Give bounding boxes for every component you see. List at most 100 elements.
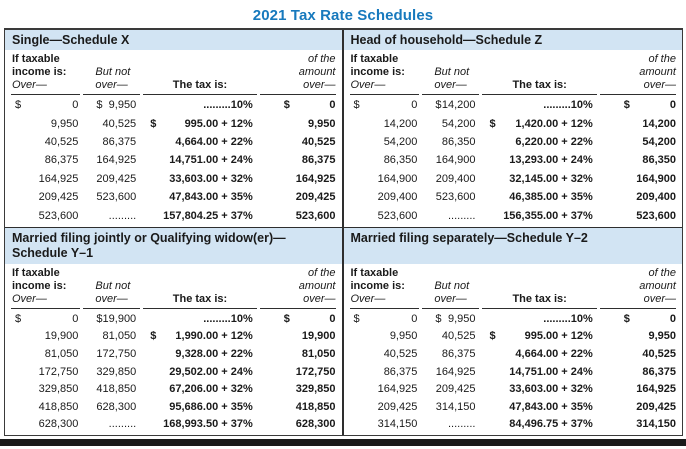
header-tax-is: The tax is: — [143, 267, 257, 309]
schedule-single: Single—Schedule X If taxable income is: Ove… — [5, 30, 344, 228]
cell-over: 209,400 — [350, 191, 420, 203]
cell-value: 81,050 — [102, 330, 137, 343]
cell-amount: 209,400 — [600, 191, 676, 203]
cell-value: 9,950 — [307, 117, 336, 130]
header-label: amount — [639, 66, 676, 78]
header-but-not-over: But not over— — [422, 53, 480, 95]
cell-value: 164,925 — [435, 365, 476, 378]
cell-but-not: 86,375 — [83, 136, 140, 148]
column-headers: If taxable income is: Over— But not over— The… — [349, 53, 677, 95]
cell-value: 209,425 — [38, 191, 79, 204]
cell-tax: 14,751.00 + 24% — [482, 366, 596, 378]
header-label: income is: — [350, 66, 405, 78]
table-row: 40,525 86,375 4,664.00 + 22% 40,525 — [11, 133, 336, 151]
cell-value: 418,850 — [96, 383, 137, 396]
table-row: 164,925 209,425 33,603.00 + 32% 164,925 — [350, 380, 677, 398]
table-row: 209,425 314,150 47,843.00 + 35% 209,425 — [350, 398, 677, 416]
cell-tax: 47,843.00 + 35% — [482, 401, 596, 413]
table-row: 628,300......... 168,993.50 + 37% 628,300 — [11, 415, 336, 433]
cell-value: 86,350 — [383, 154, 418, 167]
cell-tax: 9,328.00 + 22% — [143, 348, 257, 360]
header-of-amount-over: of the amount over— — [259, 267, 336, 309]
dollar-sign: $ — [489, 117, 496, 130]
cell-but-not: 209,400 — [422, 173, 479, 185]
cell-value: 523,600 — [38, 209, 79, 222]
cell-value: 995.00 + 12% — [524, 330, 593, 343]
cell-tax: $995.00 + 12% — [482, 330, 596, 342]
cell-over: 14,200 — [350, 118, 420, 130]
schedule-rows: $0 $19,900 .........10% $0 19,900 81,050 $1,99… — [5, 309, 342, 435]
cell-value: 164,925 — [96, 154, 137, 167]
cell-value: 314,150 — [435, 400, 476, 413]
cell-tax: 84,496.75 + 37% — [482, 418, 596, 430]
cell-tax: $1,420.00 + 12% — [482, 118, 596, 130]
cell-value: 14,200 — [642, 117, 676, 130]
cell-value: 84,496.75 + 37% — [509, 418, 593, 431]
column-headers: If taxable income is: Over— But not over— The… — [11, 53, 336, 95]
header-label: over— — [643, 293, 676, 305]
cell-amount: 40,525 — [260, 136, 336, 148]
header-label: amount — [298, 280, 336, 292]
cell-value: 19,900 — [44, 330, 79, 343]
dollar-sign: $ — [623, 99, 630, 112]
cell-amount: 14,200 — [600, 118, 676, 130]
cell-value: 209,400 — [636, 191, 676, 204]
cell-value: 1,990.00 + 12% — [175, 330, 253, 343]
table-row: 209,425 523,600 47,843.00 + 35% 209,425 — [11, 188, 336, 206]
header-label: over— — [303, 79, 336, 91]
cell-but-not: $14,200 — [422, 99, 479, 111]
cell-value: 172,750 — [96, 347, 137, 360]
header-but-not-over: But not over— — [83, 267, 141, 309]
cell-but-not: ......... — [83, 418, 140, 430]
cell-amount: 329,850 — [260, 383, 336, 395]
cell-value: .........10% — [543, 99, 593, 112]
cell-value: 329,850 — [96, 365, 137, 378]
cell-value: 86,375 — [441, 347, 476, 360]
cell-tax: $995.00 + 12% — [143, 118, 257, 130]
cell-value: 164,925 — [295, 172, 336, 185]
dollar-sign: $ — [283, 312, 290, 325]
cell-value: 209,400 — [435, 172, 476, 185]
header-label: of the — [648, 53, 676, 65]
cell-value: 157,804.25 + 37% — [163, 209, 253, 222]
cell-over: 86,375 — [11, 154, 80, 166]
header-label: The tax is: — [172, 293, 228, 305]
cell-amount: $0 — [260, 99, 336, 111]
header-taxable-income: If taxable income is: Over— — [11, 53, 81, 95]
cell-tax: 157,804.25 + 37% — [143, 210, 257, 222]
dollar-sign: $ — [283, 99, 290, 112]
cell-amount: 19,900 — [260, 330, 336, 342]
table-row: $0 $9,950 .........10% $0 — [11, 96, 336, 114]
cell-tax: 29,502.00 + 24% — [143, 366, 257, 378]
cell-value: .........10% — [203, 99, 253, 112]
cell-value: 9,950 — [50, 117, 79, 130]
header-label: over— — [95, 79, 128, 91]
cell-value: 4,664.00 + 22% — [175, 136, 253, 149]
cell-value: 67,206.00 + 32% — [169, 383, 253, 396]
cell-but-not: 81,050 — [83, 330, 140, 342]
cell-tax: 168,993.50 + 37% — [143, 418, 257, 430]
cell-value: 46,385.00 + 35% — [509, 191, 593, 204]
cell-amount: $0 — [600, 313, 676, 325]
cell-value: 172,750 — [38, 365, 79, 378]
table-row: 418,850 628,300 95,686.00 + 35% 418,850 — [11, 398, 336, 416]
cell-over: 523,600 — [11, 210, 80, 222]
cell-value: 523,600 — [96, 191, 137, 204]
cell-tax: 156,355.00 + 37% — [482, 210, 596, 222]
header-label: Over— — [12, 79, 47, 91]
cell-but-not: 40,525 — [422, 330, 479, 342]
cell-tax: .........10% — [482, 99, 596, 111]
cell-amount: 9,950 — [260, 118, 336, 130]
cell-amount: 86,350 — [600, 154, 676, 166]
dollar-sign: $ — [150, 330, 157, 343]
cell-value: 156,355.00 + 37% — [503, 209, 593, 222]
cell-value: 0 — [72, 99, 79, 112]
cell-value: 164,900 — [435, 154, 476, 167]
cell-value: 314,150 — [377, 418, 418, 431]
cell-but-not: 329,850 — [83, 366, 140, 378]
cell-over: 54,200 — [350, 136, 420, 148]
table-row: 86,375 164,925 14,751.00 + 24% 86,375 — [350, 363, 677, 381]
table-row: 54,200 86,350 6,220.00 + 22% 54,200 — [350, 133, 677, 151]
cell-but-not: 418,850 — [83, 383, 140, 395]
cell-value: 4,664.00 + 22% — [515, 347, 593, 360]
